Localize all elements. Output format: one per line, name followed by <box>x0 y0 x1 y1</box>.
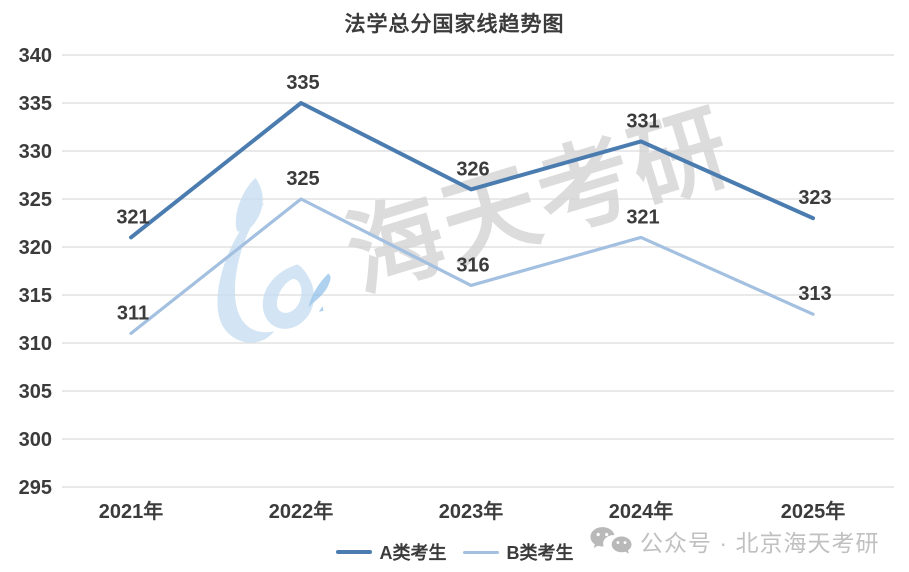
legend-label-b: B类考生 <box>506 543 574 563</box>
footer-label: 公众号 · 北京海天考研 <box>640 530 880 556</box>
data-label-a: 326 <box>456 158 489 180</box>
data-label-a: 323 <box>798 187 831 209</box>
y-tick-label: 325 <box>19 189 52 211</box>
y-tick-label: 305 <box>19 381 52 403</box>
chart-title: 法学总分国家线趋势图 <box>344 13 565 36</box>
y-tick-label: 310 <box>19 333 52 355</box>
x-tick-label: 2024年 <box>609 499 674 523</box>
data-label-a: 335 <box>286 72 319 94</box>
data-label-b: 316 <box>456 254 489 276</box>
wechat-icon <box>590 526 632 554</box>
brush-logo-icon <box>217 177 331 343</box>
x-tick-label: 2023年 <box>439 499 504 523</box>
legend-label-a: A类考生 <box>379 543 447 563</box>
y-tick-label: 340 <box>19 45 52 67</box>
data-label-b: 325 <box>286 168 319 190</box>
legend-line-b-icon <box>462 550 499 554</box>
legend-line-a-icon <box>335 550 372 554</box>
data-label-b: 311 <box>117 302 149 324</box>
y-tick-label: 320 <box>19 237 52 259</box>
legend-item-b: B类考生 <box>462 539 574 565</box>
footer-watermark: 公众号 · 北京海天考研 <box>590 524 879 558</box>
legend-item-a: A类考生 <box>335 539 447 565</box>
x-tick-label: 2021年 <box>99 499 164 523</box>
series-line-a <box>129 101 815 240</box>
series-line-b <box>129 197 815 335</box>
brand-logo-watermark <box>207 176 347 362</box>
data-label-a: 331 <box>626 110 659 132</box>
x-tick-label: 2025年 <box>781 499 846 523</box>
x-tick-label: 2022年 <box>269 499 334 523</box>
legend: A类考生 B类考生 <box>0 539 909 565</box>
y-tick-label: 330 <box>19 141 52 163</box>
y-tick-label: 335 <box>19 93 52 115</box>
data-label-b: 313 <box>798 283 831 305</box>
data-label-a: 321 <box>116 206 149 228</box>
data-label-b: 321 <box>626 206 659 228</box>
y-tick-label: 315 <box>19 285 52 307</box>
y-tick-label: 295 <box>19 477 52 499</box>
y-tick-label: 300 <box>19 429 52 451</box>
